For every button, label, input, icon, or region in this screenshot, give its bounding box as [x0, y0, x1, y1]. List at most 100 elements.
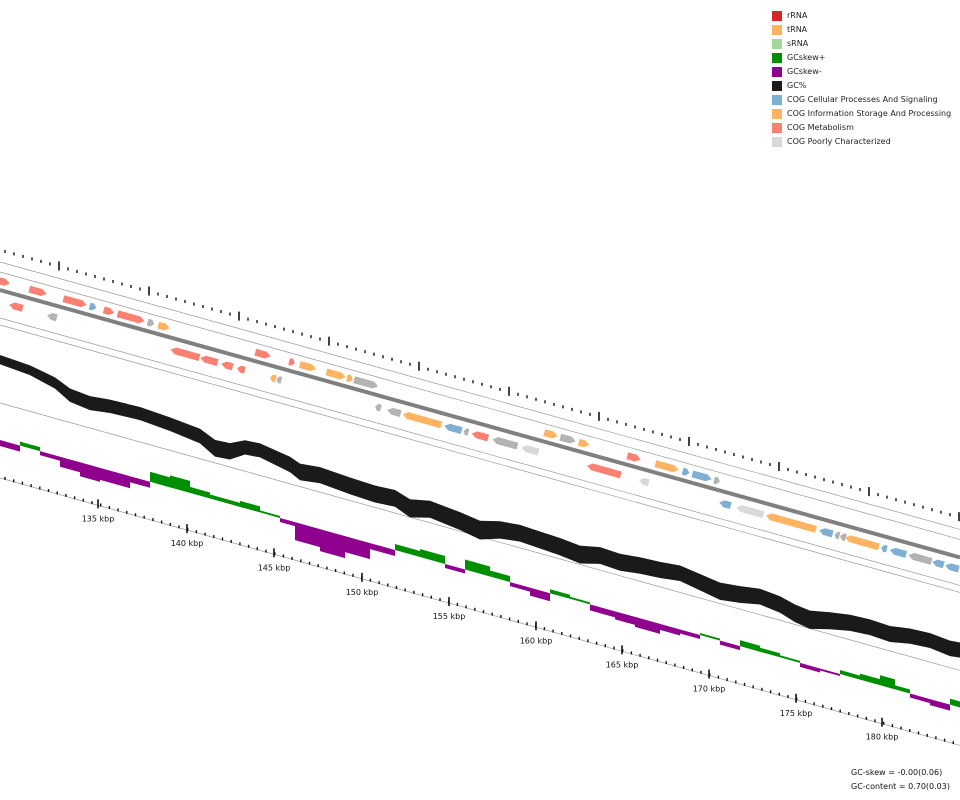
- gc-skew-negative: [615, 611, 635, 625]
- cds-feature: [157, 321, 170, 331]
- legend-item-rrna: rRNA: [772, 9, 951, 23]
- legend-item-cog-poorly-characterized: COG Poorly Characterized: [772, 135, 951, 149]
- legend-swatch: [772, 137, 782, 147]
- legend-item-gcskew-minus: GCskew-: [772, 65, 951, 79]
- gc-skew-negative: [720, 640, 740, 651]
- cds-feature: [736, 505, 765, 519]
- axis-label: 175 kbp: [780, 709, 813, 718]
- gc-skew-positive: [950, 698, 960, 708]
- gc-skew-positive: [190, 486, 210, 499]
- axis-label: 180 kbp: [866, 733, 899, 742]
- cds-feature: [463, 428, 470, 436]
- legend-swatch: [772, 53, 782, 63]
- cds-feature: [170, 347, 201, 361]
- cds-feature: [577, 438, 590, 448]
- gc-skew-stat: GC-skew = -0.00(0.06): [851, 768, 943, 777]
- outer-tick-marks: [4, 249, 960, 522]
- cds-feature: [88, 302, 97, 311]
- gc-skew-positive: [170, 475, 190, 493]
- legend-item-gcskew-plus: GCskew+: [772, 51, 951, 65]
- gc-content-plot: [0, 355, 960, 658]
- cds-feature: [492, 437, 519, 450]
- cds-feature: [765, 513, 817, 533]
- gc-skew-negative: [680, 629, 700, 640]
- cds-feature: [146, 318, 155, 327]
- stats-panel: GC-skew = -0.00(0.06) GC-content = 0.70(…: [851, 766, 950, 794]
- cds-feature: [654, 460, 679, 473]
- cds-feature: [221, 361, 234, 371]
- legend-swatch: [772, 39, 782, 49]
- gc-skew-positive: [840, 670, 860, 680]
- cds-feature: [834, 531, 841, 540]
- guide-line: [0, 261, 960, 530]
- legend-item-cog-metabolism: COG Metabolism: [772, 121, 951, 135]
- legend-swatch: [772, 67, 782, 77]
- cds-feature: [325, 368, 346, 380]
- cds-feature: [288, 358, 295, 366]
- cds-feature: [691, 470, 712, 482]
- gc-skew-positive: [240, 500, 260, 513]
- cds-feature: [62, 295, 87, 308]
- track-guide-lines: [0, 261, 960, 746]
- cds-feature: [932, 559, 945, 569]
- axis-label: 140 kbp: [171, 539, 204, 548]
- legend-swatch: [772, 25, 782, 35]
- cds-feature: [908, 553, 933, 565]
- cds-feature: [254, 348, 271, 359]
- guide-line: [0, 324, 960, 593]
- cds-feature: [375, 403, 382, 412]
- gc-skew-negative: [345, 536, 370, 560]
- cds-feature: [298, 361, 317, 372]
- cds-feature: [559, 433, 576, 444]
- cds-feature: [639, 477, 650, 487]
- gc-skew-negative: [910, 693, 930, 704]
- cds-feature: [845, 535, 880, 551]
- axis-label: 160 kbp: [520, 636, 553, 645]
- cds-feature: [626, 452, 641, 462]
- cds-feature: [945, 563, 960, 573]
- gc-skew-negative: [295, 522, 320, 548]
- legend-item-srna: sRNA: [772, 37, 951, 51]
- guide-line: [0, 271, 960, 540]
- cds-feature: [719, 500, 732, 509]
- gc-skew-positive: [550, 589, 570, 599]
- axis-label: 155 kbp: [433, 612, 466, 621]
- legend-item-cog-cellular: COG Cellular Processes And Signaling: [772, 93, 951, 107]
- gc-skew-negative: [280, 518, 295, 527]
- legend-swatch: [772, 81, 782, 91]
- guide-line: [0, 317, 960, 586]
- legend-swatch: [772, 11, 782, 21]
- gc-skew-positive: [150, 471, 170, 488]
- gc-content-stat: GC-content = 0.70(0.03): [851, 782, 950, 791]
- cds-feature: [237, 365, 246, 374]
- cds-feature: [587, 463, 622, 479]
- backbone-line: [0, 288, 960, 560]
- guide-line: [0, 477, 960, 746]
- gc-skew-negative: [635, 616, 660, 634]
- gc-skew-positive: [260, 510, 280, 519]
- legend: rRNA tRNA sRNA GCskew+ GCskew- GC% COG C…: [772, 9, 951, 149]
- cds-feature: [881, 544, 888, 553]
- cds-feature: [713, 476, 720, 485]
- legend-swatch: [772, 123, 782, 133]
- gc-skew-positive: [395, 544, 420, 558]
- gc-skew-positive: [740, 640, 760, 652]
- cds-feature: [402, 412, 443, 429]
- gc-content-area: [0, 355, 960, 658]
- gc-skew-negative: [445, 563, 465, 574]
- cds-feature: [200, 355, 219, 367]
- axis-label: 145 kbp: [258, 563, 291, 572]
- gc-skew-positive: [895, 685, 910, 694]
- gc-skew-negative: [530, 587, 550, 602]
- gc-skew-negative: [60, 456, 80, 473]
- gc-skew-positive: [465, 559, 490, 577]
- cds-feature: [889, 547, 908, 558]
- cds-feature: [819, 528, 834, 538]
- axis-label: 170 kbp: [693, 685, 726, 694]
- gc-skew-negative: [80, 462, 100, 482]
- cds-feature: [0, 277, 10, 286]
- gc-skew-negative: [320, 529, 345, 559]
- axis-label: 135 kbp: [82, 514, 115, 523]
- gc-skew-positive: [420, 549, 445, 564]
